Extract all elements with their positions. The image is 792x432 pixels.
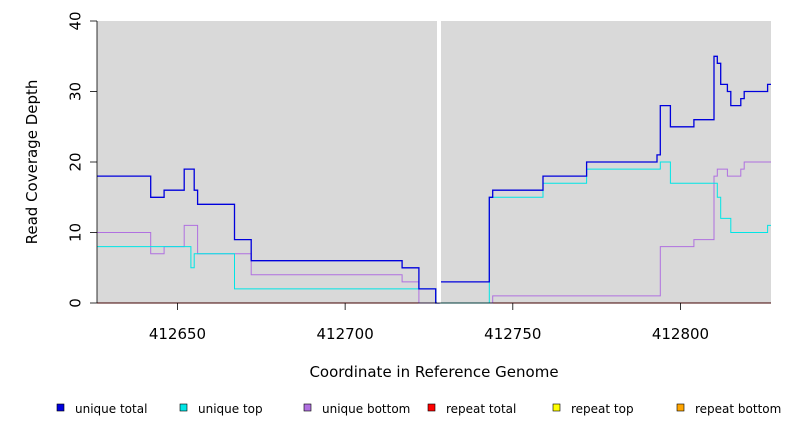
x-axis-title: Coordinate in Reference Genome bbox=[309, 363, 558, 381]
series-line-unique-total bbox=[97, 55, 771, 304]
series-line-unique-top bbox=[97, 161, 771, 304]
series-line-unique-bottom bbox=[97, 161, 771, 304]
plot-area bbox=[97, 21, 771, 303]
legend-swatch bbox=[179, 403, 188, 412]
legend-swatch bbox=[303, 403, 312, 412]
legend-label: unique total bbox=[75, 402, 147, 416]
legend-item-unique-top: unique top bbox=[179, 402, 263, 416]
y-tick-label: 30 bbox=[66, 82, 84, 101]
x-tick-label: 412800 bbox=[652, 325, 709, 343]
legend-swatch bbox=[427, 403, 436, 412]
legend-item-repeat-total: repeat total bbox=[427, 402, 516, 416]
legend-label: unique bottom bbox=[322, 402, 410, 416]
y-tick-label: 10 bbox=[66, 223, 84, 242]
y-ticks: 0 10 20 30 40 bbox=[66, 11, 97, 308]
legend-label: repeat bottom bbox=[695, 402, 781, 416]
legend-item-repeat-bottom: repeat bottom bbox=[676, 402, 781, 416]
legend-item-unique-bottom: unique bottom bbox=[303, 402, 410, 416]
y-tick-label: 0 bbox=[66, 298, 84, 308]
y-tick-label: 20 bbox=[66, 152, 84, 171]
legend-label: unique top bbox=[198, 402, 263, 416]
legend-item-unique-total: unique total bbox=[56, 402, 147, 416]
legend: unique total unique top unique bottom repea… bbox=[56, 402, 781, 416]
x-tick-label: 412750 bbox=[484, 325, 541, 343]
legend-label: repeat total bbox=[446, 402, 516, 416]
y-axis-title: Read Coverage Depth bbox=[23, 80, 41, 245]
x-ticks: 412650 412700 412750 412800 bbox=[149, 303, 709, 343]
legend-item-repeat-top: repeat top bbox=[552, 402, 634, 416]
y-tick-label: 40 bbox=[66, 11, 84, 30]
legend-swatch bbox=[56, 403, 65, 412]
x-tick-label: 412700 bbox=[317, 325, 374, 343]
legend-swatch bbox=[552, 403, 561, 412]
gap-marker bbox=[437, 21, 441, 303]
legend-label: repeat top bbox=[571, 402, 634, 416]
x-tick-label: 412650 bbox=[149, 325, 206, 343]
legend-swatch bbox=[676, 403, 685, 412]
